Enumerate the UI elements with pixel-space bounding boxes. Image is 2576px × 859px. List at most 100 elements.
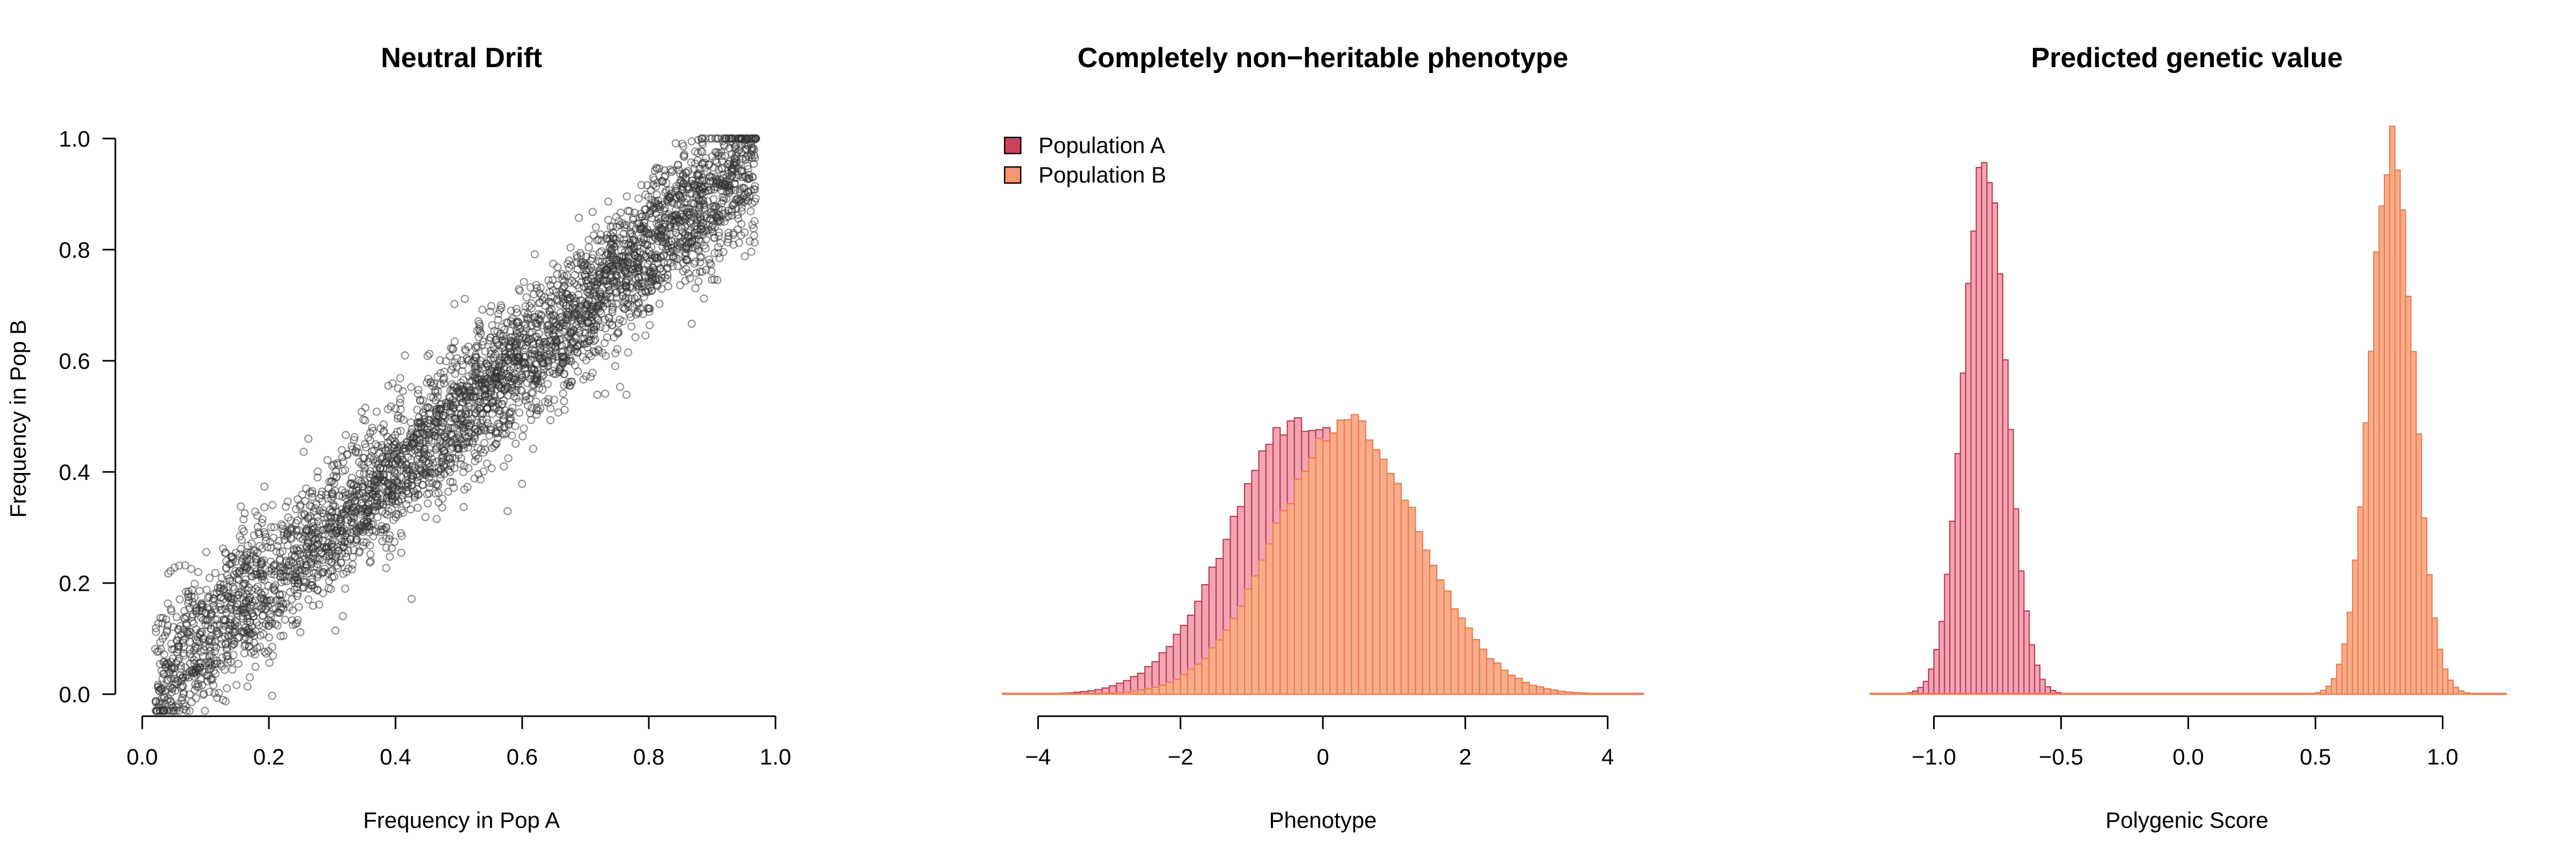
scatter-point	[690, 183, 699, 192]
phenotype-bar-pop-b	[1550, 689, 1558, 695]
scatter-point	[591, 223, 600, 231]
scatter-point	[709, 234, 718, 242]
phenotype-bar-pop-b	[1230, 617, 1238, 695]
scatter-point	[641, 331, 650, 340]
polygenic-bar-pop-b	[2129, 693, 2136, 695]
scatter-point	[416, 423, 425, 432]
scatter-point	[680, 204, 689, 213]
scatter-point	[734, 214, 743, 223]
polygenic-bar-pop-b	[1944, 693, 1951, 695]
scatter-y-axis: 0.0 0.2 0.4 0.6 0.8 1.0	[59, 126, 116, 707]
scatter-point	[260, 503, 269, 512]
scatter-point	[430, 468, 440, 477]
phenotype-bar-pop-b	[1557, 690, 1566, 695]
scatter-point	[420, 411, 429, 420]
scatter-point	[294, 495, 302, 504]
polygenic-bar-pop-b	[2331, 678, 2338, 695]
scatter-point	[551, 348, 560, 356]
scatter-point	[613, 256, 623, 265]
scatter-point	[603, 230, 611, 239]
polygenic-bar-pop-a	[1965, 282, 1972, 695]
scatter-point	[387, 505, 396, 514]
polygenic-bar-pop-b	[2235, 693, 2242, 695]
scatter-point	[495, 359, 504, 367]
scatter-x-tick-label: 0.4	[380, 744, 411, 769]
scatter-point	[244, 626, 252, 635]
phenotype-bar-pop-b	[1343, 419, 1352, 695]
scatter-point	[514, 363, 523, 372]
scatter-point	[382, 543, 391, 552]
scatter-point	[235, 570, 243, 578]
legend: Population A Population B	[1004, 133, 1166, 187]
scatter-point	[496, 406, 504, 416]
scatter-point	[691, 284, 700, 293]
scatter-point	[582, 372, 590, 381]
polygenic-bar-pop-b	[2278, 693, 2285, 695]
scatter-point	[447, 424, 455, 433]
scatter-point	[287, 526, 296, 535]
phenotype-bar-pop-b	[1044, 693, 1053, 695]
phenotype-bar-pop-b	[1408, 506, 1416, 695]
scatter-point	[697, 147, 705, 156]
scatter-point	[383, 489, 392, 498]
scatter-point	[413, 476, 422, 484]
scatter-point	[335, 491, 343, 500]
scatter-point	[711, 156, 720, 165]
polygenic-bar-pop-b	[2352, 559, 2359, 695]
scatter-point	[511, 332, 520, 341]
scatter-point	[585, 266, 594, 274]
phenotype-bar-pop-b	[1187, 668, 1196, 695]
scatter-point	[348, 479, 356, 487]
scatter-point	[567, 261, 576, 270]
scatter-point	[447, 366, 456, 374]
scatter-point	[608, 299, 616, 308]
scatter-point	[573, 324, 582, 333]
scatter-point	[584, 296, 593, 304]
polygenic-bar-pop-b	[1869, 693, 1876, 695]
scatter-point	[440, 379, 449, 388]
scatter-point	[376, 528, 385, 536]
scatter-point	[158, 614, 167, 622]
scatter-point	[413, 405, 421, 414]
scatter-point	[476, 475, 485, 484]
scatter-point	[749, 143, 758, 152]
scatter-point	[519, 278, 528, 286]
scatter-point	[463, 354, 471, 363]
scatter-point	[729, 229, 738, 237]
scatter-point	[438, 494, 447, 503]
scatter-point	[735, 238, 743, 247]
scatter-point	[364, 433, 372, 442]
scatter-point	[390, 537, 399, 546]
polygenic-bar-pop-b	[2007, 693, 2014, 695]
scatter-point	[604, 215, 613, 224]
scatter-point	[276, 556, 284, 565]
polygenic-bar-pop-b	[1896, 693, 1903, 695]
scatter-point	[483, 374, 492, 383]
scatter-point	[459, 444, 468, 453]
polygenic-bar-pop-b	[2156, 693, 2163, 695]
polygenic-bar-pop-b	[2039, 693, 2046, 695]
polygenic-bar-pop-a	[2002, 359, 2009, 695]
scatter-point	[548, 275, 557, 285]
phenotype-bar-pop-b	[1301, 470, 1309, 695]
phenotype-bar-pop-b	[1336, 419, 1345, 695]
scatter-point	[710, 275, 719, 284]
legend-label-pop-b: Population B	[1038, 162, 1166, 187]
scatter-point	[473, 443, 482, 452]
scatter-point	[341, 584, 349, 593]
scatter-point	[226, 621, 235, 630]
scatter-point	[508, 315, 517, 323]
scatter-point	[684, 269, 693, 278]
scatter-point	[155, 698, 164, 707]
scatter-point	[538, 385, 547, 394]
scatter-point	[519, 424, 528, 433]
scatter-point	[596, 323, 605, 331]
polygenic-bar-pop-b	[2230, 693, 2237, 695]
scatter-point	[621, 253, 630, 262]
scatter-point	[503, 384, 512, 393]
phenotype-bar-pop-b	[1635, 693, 1644, 695]
scatter-point	[384, 479, 393, 487]
scatter-point	[174, 641, 183, 650]
scatter-point	[207, 610, 216, 619]
scatter-point	[572, 251, 581, 260]
